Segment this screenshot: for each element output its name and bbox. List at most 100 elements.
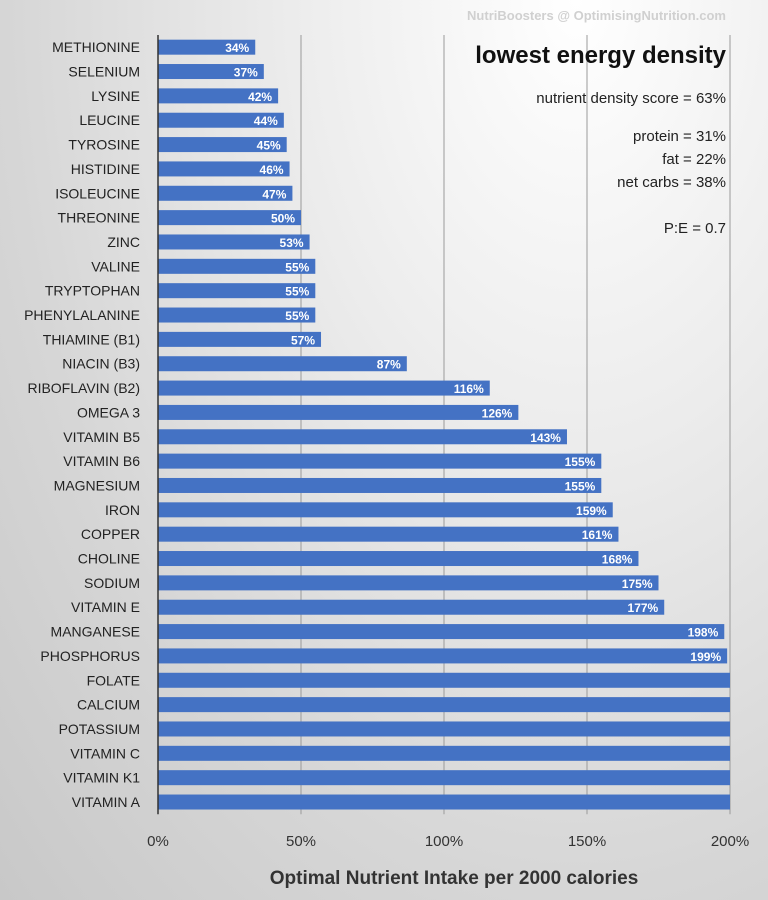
data-label: 175% bbox=[622, 577, 653, 591]
bar bbox=[158, 88, 279, 104]
category-label: VALINE bbox=[91, 258, 140, 274]
category-label: POTASSIUM bbox=[59, 721, 140, 737]
category-label: LEUCINE bbox=[79, 112, 140, 128]
category-label: VITAMIN B5 bbox=[63, 429, 140, 445]
data-label: 168% bbox=[602, 553, 633, 567]
data-label: 177% bbox=[628, 601, 659, 615]
bar bbox=[158, 745, 730, 761]
data-label: 198% bbox=[688, 626, 719, 640]
bar bbox=[158, 453, 602, 469]
data-label: 46% bbox=[260, 163, 284, 177]
category-label: CHOLINE bbox=[78, 551, 140, 567]
category-label: TYROSINE bbox=[68, 137, 140, 153]
category-label: LYSINE bbox=[91, 88, 140, 104]
bar bbox=[158, 721, 730, 737]
data-label: 155% bbox=[565, 455, 596, 469]
data-label: 47% bbox=[262, 187, 286, 201]
data-label: 45% bbox=[257, 139, 281, 153]
category-label: FOLATE bbox=[87, 672, 140, 688]
category-label: VITAMIN E bbox=[71, 599, 140, 615]
data-label: 55% bbox=[285, 285, 309, 299]
category-label: TRYPTOPHAN bbox=[45, 283, 140, 299]
data-label: 199% bbox=[690, 650, 721, 664]
category-label: MAGNESIUM bbox=[54, 477, 140, 493]
nutrient-density-score: nutrient density score = 63% bbox=[536, 90, 726, 107]
bar bbox=[158, 161, 290, 177]
chart-annotation-title: lowest energy density bbox=[475, 42, 726, 69]
data-label: 50% bbox=[271, 212, 295, 226]
bar bbox=[158, 599, 665, 615]
bar bbox=[158, 356, 407, 372]
category-label: IRON bbox=[105, 502, 140, 518]
bar bbox=[158, 502, 613, 518]
category-label: RIBOFLAVIN (B2) bbox=[27, 380, 140, 396]
bar bbox=[158, 794, 730, 810]
category-label: PHENYLALANINE bbox=[24, 307, 140, 323]
data-label: 161% bbox=[582, 528, 613, 542]
bar bbox=[158, 770, 730, 786]
category-label: HISTIDINE bbox=[71, 161, 140, 177]
x-tick-label: 150% bbox=[568, 833, 606, 850]
bar bbox=[158, 404, 519, 420]
category-label: CALCIUM bbox=[77, 697, 140, 713]
data-label: 55% bbox=[285, 260, 309, 274]
bar bbox=[158, 185, 293, 201]
bar bbox=[158, 234, 310, 250]
fat-percent: fat = 22% bbox=[662, 151, 726, 168]
category-label: ISOLEUCINE bbox=[55, 185, 140, 201]
category-label: SODIUM bbox=[84, 575, 140, 591]
bar bbox=[158, 283, 316, 299]
data-label: 159% bbox=[576, 504, 607, 518]
bar bbox=[158, 624, 725, 640]
data-label: 155% bbox=[565, 479, 596, 493]
bar bbox=[158, 551, 639, 567]
protein-energy-ratio: P:E = 0.7 bbox=[663, 220, 726, 237]
data-label: 34% bbox=[225, 41, 249, 55]
data-label: 126% bbox=[482, 406, 513, 420]
bar bbox=[158, 380, 490, 396]
category-label: MANGANESE bbox=[51, 624, 140, 640]
category-label: METHIONINE bbox=[52, 39, 140, 55]
category-label: ZINC bbox=[107, 234, 140, 250]
data-label: 53% bbox=[280, 236, 304, 250]
category-label: THIAMINE (B1) bbox=[43, 331, 140, 347]
bar bbox=[158, 307, 316, 323]
bar bbox=[158, 137, 287, 153]
bar bbox=[158, 39, 256, 55]
bar bbox=[158, 331, 322, 347]
bar bbox=[158, 697, 730, 713]
bar bbox=[158, 429, 567, 445]
data-label: 42% bbox=[248, 90, 272, 104]
bar bbox=[158, 648, 728, 664]
protein-percent: protein = 31% bbox=[633, 128, 726, 145]
bar bbox=[158, 112, 284, 128]
bar bbox=[158, 210, 301, 226]
x-axis-title: Optimal Nutrient Intake per 2000 calorie… bbox=[270, 868, 639, 889]
category-label: NIACIN (B3) bbox=[62, 356, 140, 372]
data-label: 87% bbox=[377, 358, 401, 372]
x-tick-label: 50% bbox=[286, 833, 316, 850]
bar bbox=[158, 64, 264, 80]
category-label: VITAMIN C bbox=[70, 745, 140, 761]
category-label: VITAMIN K1 bbox=[63, 770, 140, 786]
data-label: 143% bbox=[530, 431, 561, 445]
bar bbox=[158, 672, 730, 688]
bar bbox=[158, 526, 619, 542]
category-label: VITAMIN A bbox=[72, 794, 141, 810]
category-label: THREONINE bbox=[58, 210, 140, 226]
bar bbox=[158, 258, 316, 274]
category-label: VITAMIN B6 bbox=[63, 453, 140, 469]
x-tick-label: 100% bbox=[425, 833, 463, 850]
data-label: 44% bbox=[254, 114, 278, 128]
data-label: 55% bbox=[285, 309, 309, 323]
data-label: 37% bbox=[234, 66, 258, 80]
bar bbox=[158, 575, 659, 591]
data-label: 57% bbox=[291, 333, 315, 347]
x-tick-label: 200% bbox=[711, 833, 749, 850]
data-label: 116% bbox=[454, 382, 484, 396]
category-label: COPPER bbox=[81, 526, 140, 542]
category-label: OMEGA 3 bbox=[77, 404, 140, 420]
category-label: SELENIUM bbox=[68, 64, 140, 80]
category-label: PHOSPHORUS bbox=[40, 648, 140, 664]
